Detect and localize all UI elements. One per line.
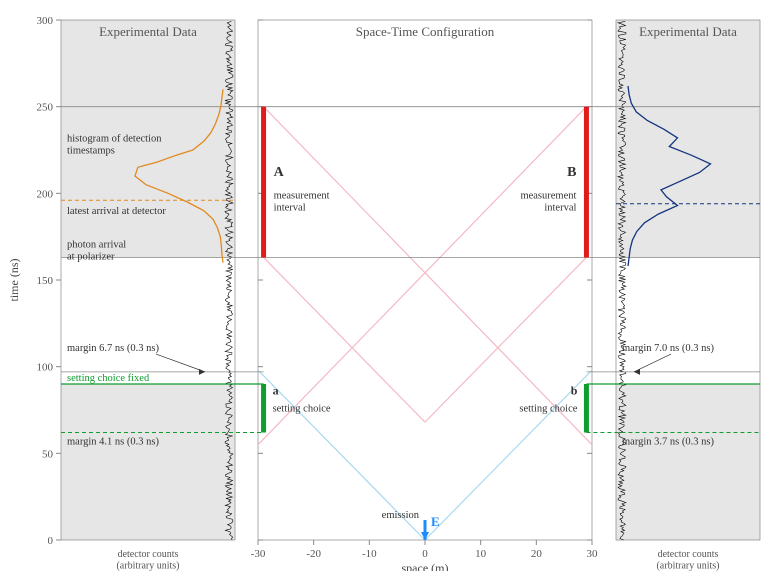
- svg-text:setting choice: setting choice: [519, 404, 577, 415]
- left-panel-title: Experimental Data: [99, 24, 197, 39]
- svg-text:30: 30: [587, 548, 599, 560]
- svg-text:-20: -20: [306, 548, 321, 560]
- svg-text:0: 0: [422, 548, 428, 560]
- right-panel-title: Experimental Data: [639, 24, 737, 39]
- space-axis-label: space (m): [402, 561, 449, 571]
- right-shade-lower: [616, 384, 760, 540]
- svg-text:E: E: [431, 514, 440, 529]
- svg-text:10: 10: [475, 548, 487, 560]
- svg-text:b: b: [571, 383, 578, 397]
- svg-text:setting choice: setting choice: [273, 404, 331, 415]
- svg-text:a: a: [273, 383, 279, 397]
- svg-text:setting choice fixed: setting choice fixed: [67, 373, 150, 384]
- left-xaxis-label: detector counts(arbitrary units): [116, 549, 179, 571]
- right-shade-upper: [616, 20, 760, 257]
- svg-text:A: A: [274, 165, 285, 180]
- svg-text:margin 6.7 ns (0.3 ns): margin 6.7 ns (0.3 ns): [67, 343, 159, 354]
- svg-text:B: B: [567, 165, 576, 180]
- svg-text:emission: emission: [382, 510, 420, 521]
- svg-text:margin 4.1 ns (0.3 ns): margin 4.1 ns (0.3 ns): [67, 437, 159, 448]
- right-xaxis-label: detector counts(arbitrary units): [656, 549, 719, 571]
- center-title: Space-Time Configuration: [356, 24, 495, 39]
- svg-text:-10: -10: [362, 548, 377, 560]
- svg-text:margin 7.0 ns (0.3 ns): margin 7.0 ns (0.3 ns): [622, 343, 714, 354]
- svg-text:300: 300: [37, 15, 54, 27]
- svg-text:150: 150: [37, 275, 54, 287]
- svg-text:200: 200: [37, 188, 54, 200]
- svg-text:20: 20: [531, 548, 543, 560]
- svg-text:100: 100: [37, 362, 54, 374]
- left-shade-lower: [61, 384, 235, 540]
- svg-text:margin 3.7 ns (0.3 ns): margin 3.7 ns (0.3 ns): [622, 437, 714, 448]
- svg-text:50: 50: [42, 448, 54, 460]
- svg-text:0: 0: [48, 535, 54, 547]
- svg-text:-30: -30: [251, 548, 266, 560]
- spacetime-figure: Experimental Data Experimental Data Space-…: [0, 0, 764, 571]
- svg-text:250: 250: [37, 102, 54, 114]
- svg-text:latest arrival at detector: latest arrival at detector: [67, 206, 166, 217]
- time-axis-label: time (ns): [7, 259, 21, 302]
